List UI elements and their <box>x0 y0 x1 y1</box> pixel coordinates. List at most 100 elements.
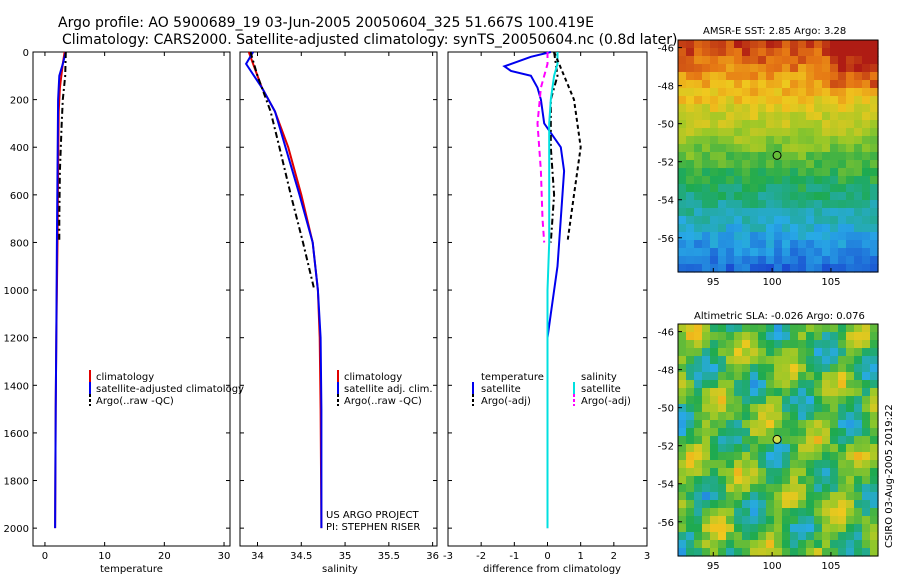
map-cell <box>782 184 791 193</box>
map-cell <box>774 56 783 65</box>
map-cell <box>798 332 807 341</box>
map-cell <box>678 340 687 349</box>
map-cell <box>814 332 823 341</box>
map-cell <box>710 104 719 113</box>
map-cell <box>846 128 855 137</box>
map-cell <box>694 224 703 233</box>
map-cell <box>838 468 847 477</box>
map-cell <box>718 112 727 121</box>
map-cell <box>718 88 727 97</box>
legend-label-sal-satellite: satellite <box>581 384 621 395</box>
map-cell <box>734 492 743 501</box>
legend-label-satellite: satellite adj. clim. <box>344 384 433 395</box>
map-cell <box>718 436 727 445</box>
map-cell <box>694 404 703 413</box>
map-cell <box>678 104 687 113</box>
map-cell <box>846 184 855 193</box>
map-cell <box>862 380 871 389</box>
map-cell <box>862 184 871 193</box>
map-cell <box>694 532 703 541</box>
map-cell <box>718 468 727 477</box>
map-cell <box>758 460 767 469</box>
map-cell <box>822 540 831 549</box>
map-cell <box>830 372 839 381</box>
map-cell <box>710 192 719 201</box>
map-cell <box>790 120 799 129</box>
map-cell <box>686 524 695 533</box>
map-cell <box>726 452 735 461</box>
map-cell <box>846 508 855 517</box>
map-cell <box>702 436 711 445</box>
map-cell <box>734 136 743 145</box>
map-cell <box>846 452 855 461</box>
map-cell <box>814 364 823 373</box>
map-cell <box>758 540 767 549</box>
map-cell <box>766 248 775 257</box>
map-cell <box>830 96 839 105</box>
map-cell <box>726 500 735 509</box>
series-line-satellite-adjusted-climatology <box>54 51 67 529</box>
x-tick-label: 3 <box>644 551 650 562</box>
map-cell <box>678 500 687 509</box>
map-cell <box>838 48 847 57</box>
map-cell <box>734 48 743 57</box>
map-cell <box>694 200 703 209</box>
map-cell <box>702 364 711 373</box>
map-cell <box>742 460 751 469</box>
map-cell <box>814 484 823 493</box>
map-cell <box>742 40 751 49</box>
map-cell <box>782 484 791 493</box>
map-cell <box>790 364 799 373</box>
map-cell <box>774 428 783 437</box>
map-cell <box>830 128 839 137</box>
map-cell <box>830 452 839 461</box>
map-cell <box>710 380 719 389</box>
map-cell <box>774 396 783 405</box>
map-cell <box>798 364 807 373</box>
map-cell <box>742 200 751 209</box>
sla-map-panel: Altimetric SLA: -0.026 Argo: 0.076 95 100… <box>658 311 879 572</box>
map-cell <box>814 96 823 105</box>
map-cell <box>830 232 839 241</box>
map-cell <box>854 104 863 113</box>
map-cell <box>686 404 695 413</box>
map-cell <box>782 144 791 153</box>
map-cell <box>774 104 783 113</box>
map-cell <box>702 460 711 469</box>
map-cell <box>846 264 855 273</box>
map-y-tick-label: -52 <box>658 442 674 453</box>
map-cell <box>734 444 743 453</box>
map-cell <box>686 444 695 453</box>
map-cell <box>838 412 847 421</box>
map-cell <box>790 508 799 517</box>
map-cell <box>766 176 775 185</box>
map-cell <box>854 48 863 57</box>
map-cell <box>686 348 695 357</box>
map-cell <box>734 540 743 549</box>
map-cell <box>718 340 727 349</box>
title-line-2: Climatology: CARS2000. Satellite-adjuste… <box>62 32 677 48</box>
map-cell <box>854 452 863 461</box>
map-cell <box>726 468 735 477</box>
legend-label-satellite: satellite-adjusted climatology <box>96 384 244 395</box>
map-cell <box>782 428 791 437</box>
map-cell <box>694 176 703 185</box>
map-cell <box>782 128 791 137</box>
map-cell <box>766 192 775 201</box>
legend-label-argo: Argo(..raw -QC) <box>96 396 174 407</box>
map-cell <box>766 88 775 97</box>
map-cell <box>710 356 719 365</box>
map-cell <box>854 208 863 217</box>
map-cell <box>742 404 751 413</box>
map-cell <box>718 364 727 373</box>
map-cell <box>862 428 871 437</box>
map-cell <box>798 348 807 357</box>
map-cell <box>766 136 775 145</box>
map-cell <box>678 136 687 145</box>
map-cell <box>726 540 735 549</box>
map-cell <box>838 128 847 137</box>
map-cell <box>678 80 687 89</box>
map-cell <box>814 548 823 557</box>
map-cell <box>814 356 823 365</box>
map-cell <box>766 332 775 341</box>
